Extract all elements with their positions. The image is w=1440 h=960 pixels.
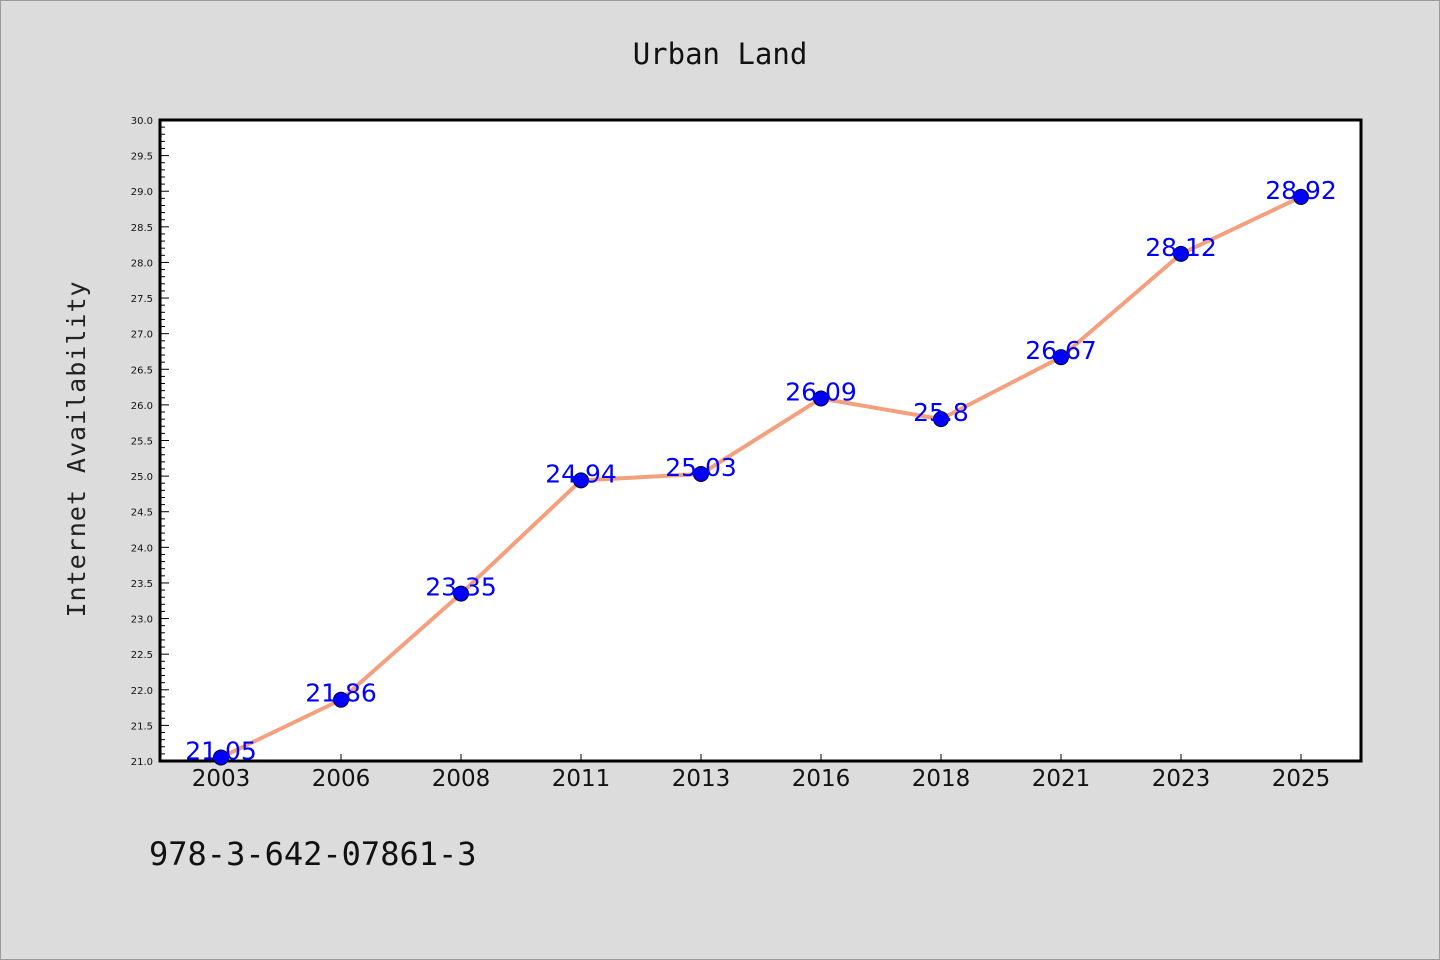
y-tick-label: 26.5	[131, 365, 153, 376]
y-tick-label: 24.5	[131, 508, 153, 519]
data-point	[813, 390, 829, 407]
y-tick-label: 22.5	[131, 650, 153, 661]
data-point	[453, 585, 469, 602]
y-axis-label: Internet Availability	[62, 280, 91, 617]
x-tick-label: 2023	[1152, 766, 1211, 792]
y-tick-label: 27.5	[131, 294, 153, 305]
data-point	[1293, 188, 1309, 205]
data-label: 25.03	[665, 453, 737, 482]
y-tick-label: 21.5	[131, 721, 153, 732]
y-tick-label: 26.0	[131, 401, 153, 412]
data-point	[213, 749, 229, 766]
data-label: 28.92	[1265, 176, 1337, 205]
x-tick-label: 2003	[192, 766, 251, 792]
y-tick-label: 24.0	[131, 543, 153, 554]
data-label: 26.09	[785, 377, 857, 406]
series-line	[220, 195, 1302, 760]
y-tick-label: 29.0	[131, 187, 153, 198]
y-tick-label: 25.0	[131, 472, 153, 483]
data-label: 24.94	[545, 459, 617, 488]
data-point	[933, 411, 949, 428]
data-point	[573, 472, 589, 489]
plot-area	[158, 118, 1363, 763]
y-tick-label: 22.0	[131, 686, 153, 697]
x-tick-label: 2008	[432, 766, 491, 792]
data-label: 23.35	[425, 573, 497, 602]
y-tick-label: 28.5	[131, 223, 153, 234]
x-tick-label: 2013	[672, 766, 731, 792]
data-label: 21.86	[305, 679, 377, 708]
y-tick-label: 27.0	[131, 330, 153, 341]
x-tick-label: 2011	[552, 766, 611, 792]
y-tick-label: 23.5	[131, 579, 153, 590]
y-tick-label: 21.0	[131, 757, 153, 768]
y-axis-ticks: 21.0 21.5 22.0 22.5 23.0 23.5 24.0 24.5 25.0 25.5…	[131, 116, 169, 768]
data-point	[333, 691, 349, 708]
y-tick-label: 23.0	[131, 615, 153, 626]
x-tick-label: 2021	[1032, 766, 1091, 792]
x-tick-label: 2016	[792, 766, 851, 792]
isbn-text: 978-3-642-07861-3	[149, 835, 477, 873]
data-label: 25.8	[913, 398, 969, 427]
x-tick-label: 2025	[1272, 766, 1331, 792]
y-tick-label: 25.5	[131, 437, 153, 448]
data-label: 28.12	[1145, 233, 1217, 262]
data-label: 26.67	[1025, 336, 1097, 365]
series-layer: 21.05 21.86 23.35 24.94 25.03 26.09 25.8 26.67 2…	[185, 176, 1337, 766]
x-tick-label: 2018	[912, 766, 971, 792]
data-point	[1173, 245, 1189, 262]
data-label: 21.05	[185, 736, 257, 765]
x-axis-ticks: 2003 2006 2008 2011 2013 2016 2018 2021 2023 2025	[192, 754, 1331, 792]
x-tick-label: 2006	[312, 766, 371, 792]
y-tick-label: 30.0	[131, 116, 153, 127]
data-point	[1053, 349, 1069, 366]
y-tick-label: 29.5	[131, 152, 153, 163]
y-tick-label: 28.0	[131, 258, 153, 269]
data-point	[693, 465, 709, 482]
chart-title: Urban Land	[633, 37, 808, 71]
